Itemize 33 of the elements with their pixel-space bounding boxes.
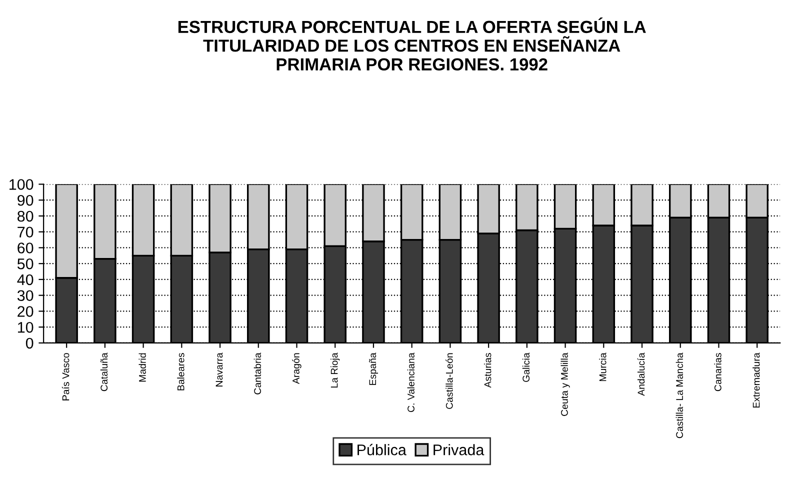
y-tick-label: 0 — [26, 338, 34, 349]
y-tick-label: 40 — [17, 274, 34, 286]
y-tick-label: 30 — [17, 290, 34, 302]
x-tick-label: C. Valenciana — [407, 352, 414, 412]
x-tick-label: Cataluña — [100, 352, 108, 392]
x-tick-label: Aragón — [292, 353, 302, 384]
y-tick-label: 10 — [18, 322, 34, 333]
y-tick-label: 100 — [10, 179, 34, 190]
x-tick-label: Murcia — [599, 352, 606, 382]
x-tick-label: Andalucía — [637, 352, 645, 396]
x-tick-label: Canarias — [714, 353, 722, 392]
x-tick-label: Madrid — [138, 353, 146, 382]
x-tick-label: Navarra — [216, 352, 223, 386]
y-tick-label: 50 — [17, 258, 34, 270]
y-tick-label: 80 — [18, 210, 34, 222]
x-tick-label: Asturias — [484, 353, 492, 388]
x-tick-label: Castilla- La Mancha — [676, 352, 683, 438]
y-tick-label: 60 — [18, 242, 34, 254]
x-tick-label: Extremadura — [752, 352, 760, 408]
x-tick-label: España — [369, 352, 378, 385]
chart-title: ESTRUCTURA PORCENTUAL DE LA OFERTA SEGÚN LA TITULARIDAD DE LOS CENTROS EN ENSEÑANZA PRIMARIA POR REGIONES. 1992 — [178, 18, 646, 71]
x-tick-label: La Rioja — [330, 352, 340, 388]
y-tick-label: 90 — [18, 194, 34, 206]
x-tick-label: Galicia — [522, 352, 530, 382]
x-tick-label: Ceuta y Melilla — [560, 352, 570, 416]
y-tick-label: 70 — [18, 226, 34, 238]
x-tick-label: Baleares — [177, 353, 184, 390]
x-tick-label: Cantabria — [254, 352, 261, 394]
y-tick-label: 20 — [18, 306, 34, 317]
legend-label: Privada — [434, 444, 484, 456]
x-tick-label: Castilla-León — [446, 353, 453, 409]
x-tick-label: País Vasco — [62, 353, 70, 400]
legend-label: Pública — [358, 444, 406, 456]
